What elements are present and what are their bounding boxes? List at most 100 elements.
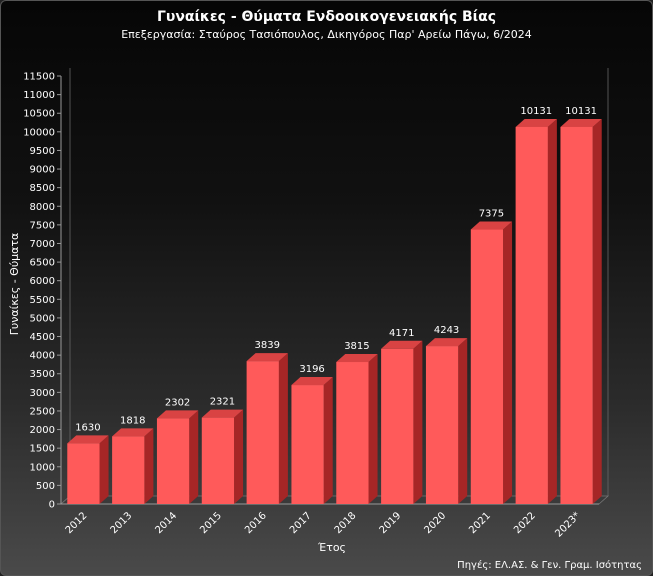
- bar-side: [189, 410, 199, 504]
- bar-front: [291, 385, 324, 504]
- bar-front: [470, 229, 504, 505]
- bar-side: [503, 221, 513, 505]
- y-tick-label: 5000: [30, 313, 55, 324]
- data-label: 10131: [520, 106, 552, 117]
- x-tick-label: 2015: [198, 510, 224, 536]
- bar-top: [112, 428, 154, 437]
- x-tick-label: 2012: [64, 510, 90, 536]
- bar-side: [458, 338, 468, 504]
- data-label: 1818: [120, 415, 145, 426]
- bar-side: [592, 118, 602, 504]
- bars-layer: [67, 118, 602, 505]
- y-tick-label: 5500: [30, 295, 55, 306]
- data-label: 1630: [75, 422, 100, 433]
- y-tick-label: 7000: [30, 239, 55, 250]
- bar-top: [336, 354, 378, 363]
- y-tick-label: 10500: [23, 109, 55, 120]
- bar-top: [425, 338, 468, 347]
- bar-front: [67, 443, 100, 504]
- bar-side: [144, 428, 154, 504]
- y-tick-label: 11500: [23, 72, 55, 83]
- data-label: 7375: [479, 209, 504, 220]
- chart-title: Γυναίκες - Θύματα Ενδοοικογενειακής Βίας: [156, 9, 497, 25]
- bar-2012: [67, 435, 109, 504]
- bar-side: [323, 377, 333, 504]
- bar-side: [99, 435, 109, 504]
- y-tick-label: 11000: [23, 90, 55, 101]
- bar-front: [560, 126, 593, 504]
- bar-2015: [201, 409, 244, 504]
- bar-top: [201, 409, 244, 418]
- data-label: 2302: [165, 397, 190, 408]
- y-tick-label: 3500: [30, 369, 55, 380]
- bar-top: [515, 118, 557, 127]
- bar-side: [234, 409, 244, 504]
- y-tick-label: 4500: [30, 332, 55, 343]
- x-tick-label: 2016: [243, 510, 269, 536]
- bar-top: [156, 410, 199, 419]
- bar-front: [246, 361, 279, 504]
- y-tick-label: 8500: [30, 183, 55, 194]
- data-label: 3196: [299, 364, 324, 375]
- bar-side: [413, 340, 423, 504]
- y-tick-label: 9000: [30, 165, 55, 176]
- bar-top: [67, 435, 109, 444]
- y-tick-label: 6000: [30, 276, 55, 287]
- bar-front: [112, 436, 145, 504]
- y-tick-label: 500: [36, 481, 55, 492]
- bar-top: [560, 118, 602, 127]
- x-tick-label: 2018: [333, 510, 359, 536]
- bar-top: [291, 377, 333, 386]
- y-tick-label: 3000: [30, 388, 55, 399]
- bar-front: [425, 346, 459, 504]
- x-tick-label: 2013: [109, 510, 135, 536]
- bar-2020: [425, 338, 468, 504]
- x-axis-title: Έτος: [317, 541, 346, 554]
- chart-subtitle: Επεξεργασία: Σταύρος Τασιόπουλος, Δικηγό…: [121, 28, 532, 41]
- data-label: 4243: [434, 325, 459, 336]
- bar-2014: [156, 410, 199, 504]
- x-tick-label: 2023*: [553, 510, 582, 539]
- data-label: 3839: [255, 340, 280, 351]
- bar-2018: [336, 354, 378, 504]
- bar-top: [246, 353, 288, 362]
- y-tick-label: 1500: [30, 444, 55, 455]
- x-tick-label: 2021: [467, 510, 493, 536]
- bar-side: [278, 353, 288, 504]
- bar-front: [381, 348, 414, 504]
- bar-front: [156, 418, 190, 504]
- bar-front: [515, 126, 548, 504]
- source-note: Πηγές: ΕΛ.ΑΣ. & Γεν. Γραμ. Ισότητας: [457, 560, 642, 571]
- x-tick-label: 2014: [153, 510, 179, 536]
- bar-side: [368, 354, 378, 504]
- y-tick-label: 2500: [30, 406, 55, 417]
- y-tick-label: 4000: [30, 351, 55, 362]
- data-label: 4171: [389, 328, 414, 339]
- bar-2022: [515, 118, 557, 504]
- bar-2023*: [560, 118, 602, 504]
- bar-top: [470, 221, 513, 230]
- y-tick-label: 0: [49, 500, 55, 511]
- bar-2021: [470, 221, 513, 505]
- x-tick-label: 2019: [378, 510, 404, 536]
- bar-side: [547, 118, 557, 504]
- y-tick-label: 7500: [30, 220, 55, 231]
- data-label: 10131: [565, 106, 597, 117]
- y-tick-label: 10000: [23, 127, 55, 138]
- bar-top: [381, 340, 423, 349]
- axes-layer: 0 500 1000 1500 2000 2500 3000 3500 4000 4500 5000…: [23, 68, 610, 511]
- bar-2013: [112, 428, 154, 504]
- data-label: 3815: [344, 341, 369, 352]
- bar-2016: [246, 353, 288, 504]
- bar-2019: [381, 340, 423, 504]
- x-tick-label: 2022: [512, 510, 538, 536]
- y-tick-label: 9500: [30, 146, 55, 157]
- bar-2017: [291, 377, 333, 504]
- y-tick-label: 2000: [30, 425, 55, 436]
- y-tick-label: 6500: [30, 258, 55, 269]
- y-axis-title: Γυναίκες - Θύματα: [8, 233, 21, 336]
- bar-front: [201, 417, 235, 504]
- bar-front: [336, 362, 369, 504]
